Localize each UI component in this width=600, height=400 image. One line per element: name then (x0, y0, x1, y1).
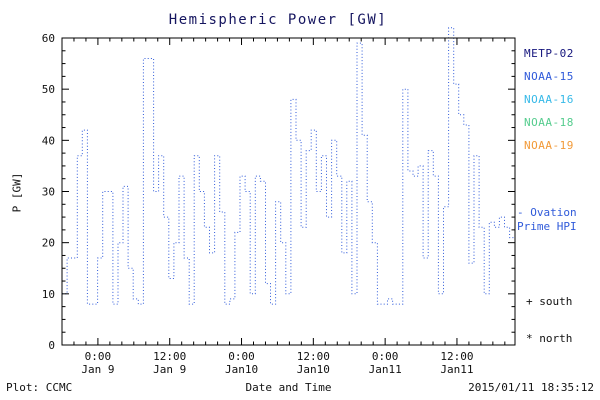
x-tick-time-label: 0:00 (372, 350, 399, 363)
south-marker-label: south (539, 295, 573, 308)
legend-noaa-19: NOAA-19 (524, 139, 574, 152)
y-tick-label: 10 (42, 288, 55, 301)
x-tick-time-label: 12:00 (440, 350, 473, 363)
y-tick-label: 0 (48, 339, 55, 352)
ovation-label-line1: - Ovation (517, 206, 577, 219)
legend-noaa-16: NOAA-16 (524, 93, 574, 106)
legend-noaa-18: NOAA-18 (524, 116, 574, 129)
x-tick-date-label: Jan11 (440, 363, 473, 376)
x-tick-date-label: Jan 9 (153, 363, 186, 376)
legend-metp-02: METP-02 (524, 47, 574, 60)
x-tick-date-label: Jan10 (297, 363, 330, 376)
x-axis-label: Date and Time (245, 381, 332, 394)
x-tick-time-label: 12:00 (153, 350, 186, 363)
x-tick-time-label: 0:00 (85, 350, 112, 363)
x-tick-date-label: Jan11 (369, 363, 402, 376)
satellite-legend: METP-02 NOAA-15 NOAA-16 NOAA-18 NOAA-19 (524, 42, 574, 157)
y-tick-label: 20 (42, 237, 55, 250)
y-tick-label: 40 (42, 134, 55, 147)
ovation-prime-hpi-label: - Ovation Prime HPI (517, 206, 577, 234)
south-marker-legend: + south (526, 295, 572, 308)
x-tick-time-label: 0:00 (228, 350, 255, 363)
x-tick-date-label: Jan 9 (81, 363, 114, 376)
x-tick-time-label: 12:00 (297, 350, 330, 363)
north-marker-label: north (539, 332, 573, 345)
axis-box (61, 37, 516, 346)
y-tick-label: 50 (42, 83, 55, 96)
y-tick-label: 60 (42, 32, 55, 45)
plot-credit: Plot: CCMC (6, 381, 73, 394)
plot-timestamp: 2015/01/11 18:35:12 (468, 381, 594, 394)
legend-noaa-15: NOAA-15 (524, 70, 574, 83)
asterisk-marker-symbol: * (526, 332, 533, 345)
north-marker-legend: * north (526, 332, 572, 345)
hpi-step-line (62, 27, 515, 305)
plus-marker-symbol: + (526, 295, 533, 308)
x-tick-date-label: Jan10 (225, 363, 258, 376)
y-tick-label: 30 (42, 186, 55, 199)
chart-title: Hemispheric Power [GW] (168, 12, 388, 28)
ovation-label-line2: Prime HPI (517, 220, 577, 233)
